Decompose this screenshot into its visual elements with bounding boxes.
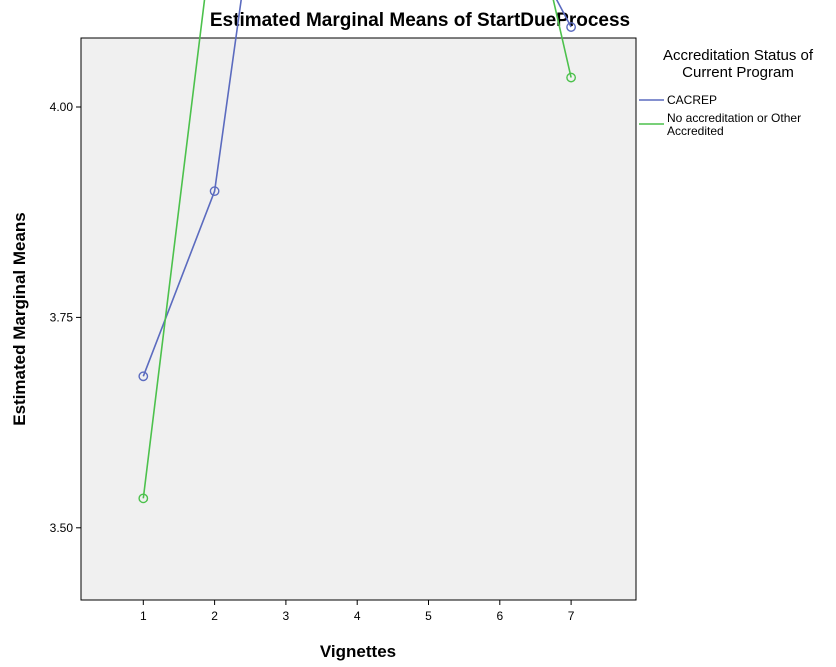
x-tick-label: 2 [211,609,218,623]
legend-title: Accreditation Status of [663,47,814,64]
legend-label: CACREP [667,93,717,107]
x-tick-label: 5 [425,609,432,623]
x-tick-label: 1 [140,609,147,623]
y-tick-label: 3.75 [50,310,74,324]
y-axis-title: Estimated Marginal Means [10,212,29,426]
y-tick-label: 3.50 [50,521,74,535]
x-axis-title: Vignettes [320,642,396,661]
plot-area [80,37,637,601]
data-point [566,72,576,83]
data-point [209,186,220,197]
x-tick-label: 4 [354,609,361,623]
data-point [138,493,149,504]
data-point [138,371,149,382]
x-tick-label: 6 [496,609,503,623]
legend-title: Current Program [682,64,794,81]
y-axis: 3.503.754.004.254.50 [50,100,81,535]
x-axis: 1 2 3 4 5 6 7 [140,600,575,623]
legend-label: Accredited [667,124,724,138]
x-tick-label: 3 [283,609,290,623]
y-tick-label: 4.00 [50,100,74,114]
x-tick-label: 7 [568,609,575,623]
legend-label: No accreditation or Other [667,111,801,125]
data-point [566,22,576,32]
chart-title: Estimated Marginal Means of StartDueProc… [210,10,630,31]
series-layer [138,0,576,504]
series-line-1 [142,0,572,377]
